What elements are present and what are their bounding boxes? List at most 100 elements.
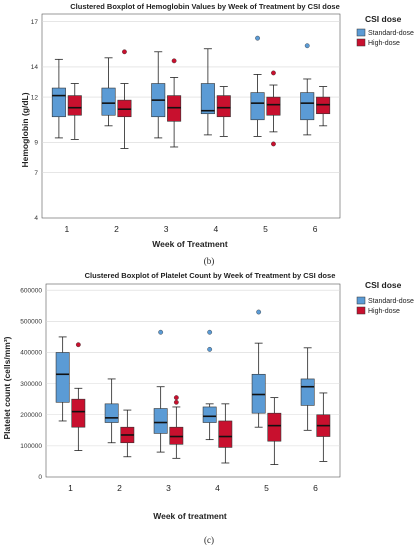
y-tick-label: 0	[38, 474, 42, 481]
box-high-week-3	[167, 58, 182, 148]
y-axis-label: Hemoglobin (g/dL)	[20, 92, 30, 167]
box-iqr	[300, 378, 315, 406]
box-iqr	[153, 408, 168, 434]
plot-frame	[45, 283, 341, 478]
y-tick-label: 4	[34, 215, 38, 222]
legend-swatch-standard	[356, 28, 366, 37]
x-tick-label: 6	[313, 483, 318, 493]
y-tick-labels: 4 7 9 12 14 17	[31, 19, 39, 222]
box-standard-week-2	[104, 378, 119, 444]
box-standard-week-6	[300, 43, 315, 136]
y-tick-label: 600000	[20, 287, 42, 294]
x-tick-label: 2	[114, 224, 119, 234]
plot-area	[41, 13, 341, 219]
box-standard-week-4	[200, 48, 215, 136]
outlier-point	[271, 141, 276, 147]
x-axis-label: Week of Treatment	[152, 239, 228, 249]
y-tick-label: 14	[31, 64, 39, 71]
x-tick-label: 4	[215, 483, 220, 493]
box-series	[55, 309, 331, 465]
chart-title: Clustered Boxplot of Hemoglobin Values b…	[70, 2, 340, 11]
outlier-point	[271, 70, 276, 76]
outlier-point	[207, 346, 213, 352]
box-iqr	[218, 420, 233, 448]
legend-label-high: High-dose	[368, 308, 400, 315]
y-tick-label: 17	[31, 19, 39, 26]
box-series	[51, 35, 331, 149]
y-tick-label: 400000	[20, 350, 42, 357]
legend-title: CSI dose	[365, 14, 402, 24]
platelet-chart: Clustered Boxplot of Platelet Count by W…	[2, 271, 414, 545]
box-high-week-1	[71, 342, 86, 451]
box-standard-week-2	[101, 57, 116, 127]
outlier-point	[173, 399, 179, 405]
outlier-point	[122, 49, 127, 55]
x-tick-label: 5	[264, 483, 269, 493]
legend: CSI dose Standard-dose High-dose	[356, 14, 414, 47]
y-tick-label: 300000	[20, 381, 42, 388]
y-tick-labels: 0 100000 200000 300000 400000 500000 600000	[20, 287, 42, 481]
y-tick-label: 500000	[20, 319, 42, 326]
box-iqr	[200, 83, 215, 115]
x-tick-labels: 1 2 3 4 5 6	[64, 224, 317, 234]
figure-caption: (c)	[204, 535, 214, 545]
box-iqr	[266, 96, 281, 116]
outlier-point	[304, 43, 310, 49]
y-tick-label: 12	[31, 94, 39, 101]
box-high-week-2	[117, 49, 132, 149]
legend-swatch-high	[356, 306, 366, 315]
box-standard-week-1	[55, 336, 70, 422]
box-iqr	[216, 95, 231, 118]
plot-area	[45, 283, 341, 478]
x-tick-label: 1	[64, 224, 69, 234]
box-standard-week-1	[51, 58, 66, 139]
box-standard-week-6	[300, 347, 315, 431]
legend: CSI dose Standard-dose High-dose	[356, 280, 414, 315]
box-high-week-4	[218, 403, 233, 464]
outlier-point	[255, 35, 260, 41]
x-tick-label: 6	[313, 224, 318, 234]
box-iqr	[55, 352, 70, 403]
hemoglobin-chart: Clustered Boxplot of Hemoglobin Values b…	[20, 2, 414, 266]
y-grid	[42, 21, 340, 173]
outlier-point	[207, 329, 213, 335]
box-iqr	[250, 92, 265, 121]
box-iqr	[67, 95, 82, 116]
chart-title: Clustered Boxplot of Platelet Count by W…	[85, 271, 336, 280]
x-tick-label: 3	[166, 483, 171, 493]
legend-swatch-high	[356, 38, 366, 47]
y-axis-label: Platelet count (cells/mm³)	[2, 336, 12, 439]
legend-swatch-standard	[356, 296, 366, 305]
box-iqr	[51, 87, 66, 118]
box-high-week-5	[266, 70, 281, 147]
legend-label-high: High-dose	[368, 40, 400, 47]
box-high-week-3	[169, 395, 184, 459]
box-iqr	[71, 398, 86, 428]
box-high-week-4	[216, 86, 231, 137]
y-tick-label: 100000	[20, 443, 42, 450]
legend-label-standard: Standard-dose	[368, 298, 414, 305]
outlier-point	[158, 329, 164, 335]
y-tick-label: 9	[34, 140, 38, 147]
x-axis-label: Week of treatment	[153, 511, 227, 521]
outlier-point	[173, 395, 179, 401]
x-tick-label: 3	[164, 224, 169, 234]
box-high-week-2	[120, 409, 135, 458]
figure-caption: (b)	[204, 256, 215, 266]
y-tick-label: 7	[34, 170, 38, 177]
box-high-week-6	[316, 86, 331, 127]
legend-title: CSI dose	[365, 280, 402, 290]
plot-frame	[41, 13, 341, 219]
outlier-point	[171, 58, 177, 64]
box-standard-week-3	[151, 51, 166, 139]
box-high-week-6	[316, 392, 331, 462]
box-iqr	[104, 403, 119, 423]
x-tick-label: 4	[213, 224, 218, 234]
legend-label-standard: Standard-dose	[368, 30, 414, 37]
outlier-point	[75, 342, 81, 348]
x-tick-label: 5	[263, 224, 268, 234]
y-grid	[46, 289, 340, 447]
x-tick-label: 2	[117, 483, 122, 493]
box-high-week-5	[267, 397, 282, 465]
